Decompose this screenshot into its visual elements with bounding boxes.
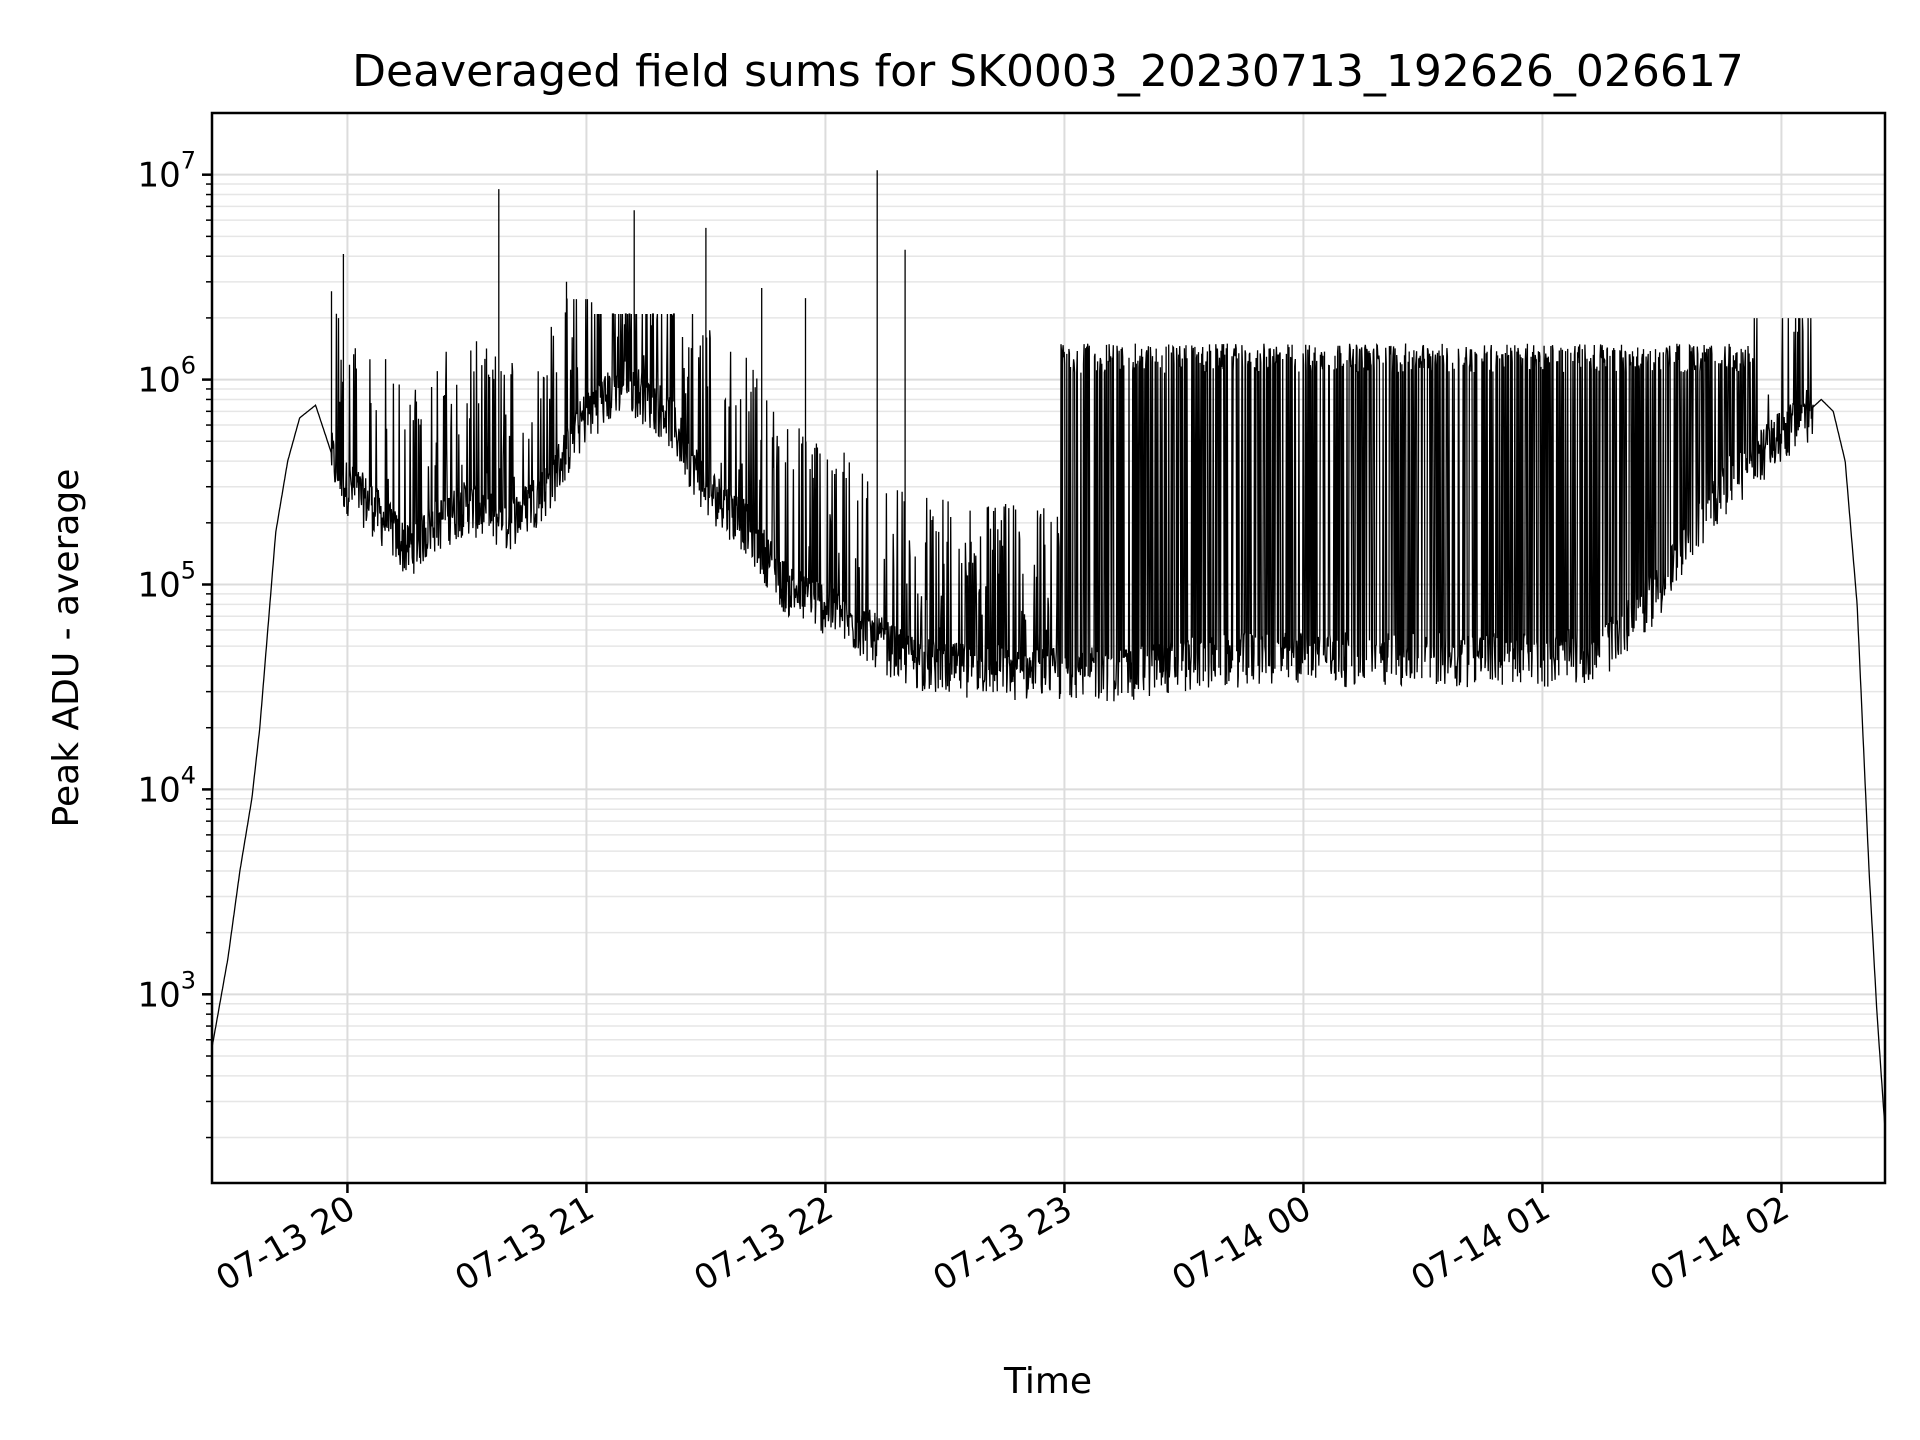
y-tick-label: 103 — [137, 966, 196, 1015]
plot-area-frame — [210, 111, 1887, 1185]
x-tick-label: 07-13 23 — [927, 1188, 1079, 1299]
x-tick-label: 07-13 20 — [210, 1188, 362, 1299]
y-tick-label: 107 — [137, 147, 196, 196]
x-tick-label: 07-13 21 — [449, 1188, 601, 1299]
x-tick-label: 07-13 22 — [688, 1188, 840, 1299]
y-tick-label: 106 — [137, 352, 196, 401]
axis-ticks: 103 104 105 106 107 07-13 20 07-13 21 07-13 22 0… — [137, 147, 1795, 1300]
chart-title: Deaveraged field sums for SK0003_2023071… — [352, 46, 1744, 97]
x-tick-label: 07-14 01 — [1405, 1188, 1557, 1299]
x-tick-label: 07-14 02 — [1644, 1188, 1796, 1299]
y-tick-label: 105 — [137, 557, 196, 606]
x-axis-label: Time — [1003, 1361, 1092, 1402]
x-tick-label: 07-14 00 — [1166, 1188, 1318, 1299]
y-axis-label: Peak ADU - average — [46, 469, 87, 828]
y-tick-label: 104 — [137, 761, 196, 810]
series-line — [211, 170, 1886, 1130]
